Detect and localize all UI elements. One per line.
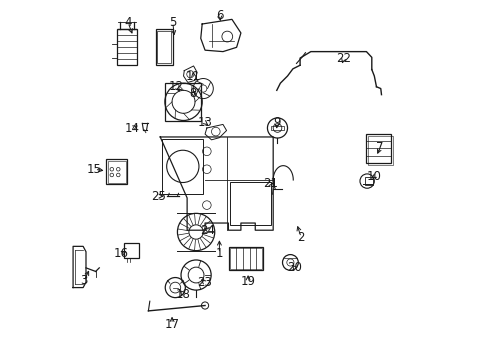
Text: 20: 20 xyxy=(286,261,302,274)
Bar xyxy=(155,30,172,65)
Text: 22: 22 xyxy=(336,51,350,64)
Text: 10: 10 xyxy=(366,170,381,183)
Text: 1: 1 xyxy=(215,247,223,260)
Bar xyxy=(124,243,139,258)
Bar xyxy=(228,247,263,270)
Text: 6: 6 xyxy=(215,9,223,22)
Bar xyxy=(230,182,271,225)
Text: 11: 11 xyxy=(186,69,201,82)
Text: 23: 23 xyxy=(197,276,211,289)
Text: 19: 19 xyxy=(240,275,255,288)
Bar xyxy=(157,31,171,63)
Bar xyxy=(270,126,284,130)
Text: 21: 21 xyxy=(262,177,277,190)
Text: 25: 25 xyxy=(151,190,165,203)
Bar xyxy=(364,177,372,185)
Text: 7: 7 xyxy=(376,141,383,154)
Text: 12: 12 xyxy=(168,80,183,93)
Text: 14: 14 xyxy=(125,122,140,135)
Text: 18: 18 xyxy=(176,288,191,301)
Text: 24: 24 xyxy=(200,224,215,237)
Text: 3: 3 xyxy=(81,274,88,287)
Bar xyxy=(164,83,201,121)
Text: 2: 2 xyxy=(297,231,305,244)
Bar xyxy=(367,136,392,165)
Bar xyxy=(108,161,125,183)
Text: 13: 13 xyxy=(197,116,212,129)
Bar xyxy=(162,139,203,194)
Bar xyxy=(230,248,262,269)
Text: 8: 8 xyxy=(189,87,196,100)
Text: 9: 9 xyxy=(272,116,280,129)
Text: 17: 17 xyxy=(164,318,179,331)
Text: 15: 15 xyxy=(87,163,102,176)
Bar xyxy=(106,159,127,184)
Text: 5: 5 xyxy=(169,16,176,29)
Text: 4: 4 xyxy=(124,16,131,29)
Text: 16: 16 xyxy=(114,247,129,260)
Bar xyxy=(117,30,137,65)
Bar xyxy=(366,134,390,163)
